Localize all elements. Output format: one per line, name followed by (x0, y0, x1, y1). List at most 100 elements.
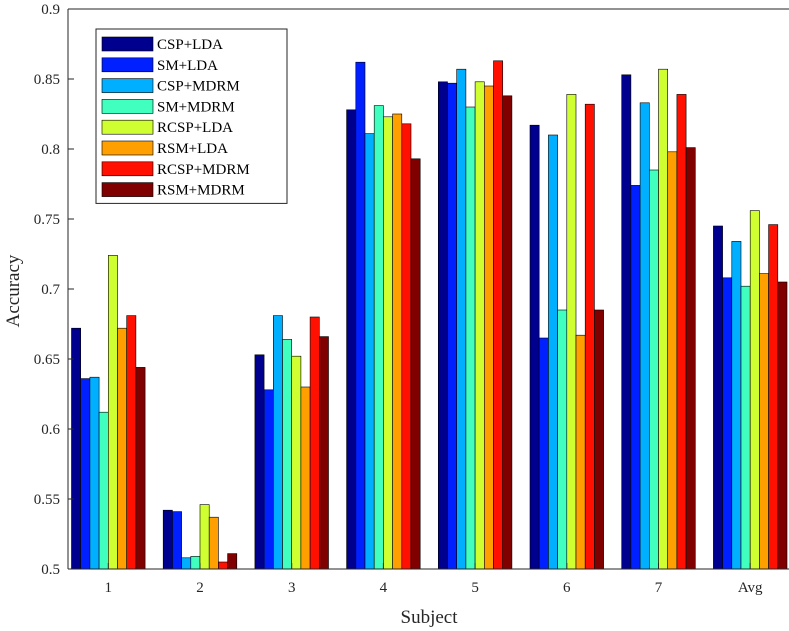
bar-sm-lda-6 (538, 337, 549, 570)
legend-swatch (101, 78, 154, 93)
x-tick-label: 4 (380, 580, 388, 596)
bar-rcsp-lda-4 (383, 116, 393, 570)
bar-csp-mdrm-1 (89, 376, 100, 570)
bar-rsm-lda-1 (117, 327, 127, 570)
x-tick-label: 7 (655, 580, 663, 596)
bar-rcsp-mdrm-6 (584, 103, 595, 570)
legend-swatch (101, 161, 154, 177)
legend-label: CSP+MDRM (157, 79, 240, 95)
y-tick-label: 0.75 (34, 212, 60, 228)
bar-csp-lda-2 (162, 509, 173, 570)
bar-sm-mdrm-3 (282, 339, 292, 570)
bar-sm-lda-2 (172, 511, 182, 570)
bar-sm-lda-1 (80, 378, 91, 570)
bar-csp-lda-4 (346, 109, 357, 570)
legend-swatch (101, 140, 154, 156)
bar-rsm-mdrm-7 (685, 147, 696, 570)
x-tick-label: 2 (196, 580, 204, 596)
bar-rsm-lda-2 (208, 516, 219, 570)
bar-rcsp-lda-5 (474, 81, 485, 570)
legend-label: SM+MDRM (157, 99, 235, 115)
bar-rcsp-lda-7 (658, 68, 668, 570)
y-tick-label: 0.8 (41, 142, 60, 158)
bar-rsm-mdrm-3 (318, 336, 329, 570)
bar-csp-lda-7 (621, 74, 632, 570)
bar-csp-mdrm-4 (364, 133, 375, 570)
bar-sm-mdrm-6 (557, 309, 568, 570)
bar-csp-mdrm-3 (272, 315, 283, 570)
bar-rsm-mdrm-4 (410, 158, 421, 570)
y-tick-label: 0.5 (41, 562, 60, 578)
bar-sm-lda-5 (447, 82, 457, 570)
legend-swatch (101, 119, 154, 135)
bar-csp-mdrm-avg (731, 241, 742, 570)
bar-sm-mdrm-1 (98, 411, 109, 570)
bar-rsm-mdrm-avg (777, 281, 788, 570)
bar-rcsp-mdrm-avg (768, 224, 779, 570)
bar-csp-lda-3 (254, 354, 265, 570)
bar-sm-mdrm-avg (740, 285, 751, 570)
y-tick-label: 0.85 (34, 72, 60, 88)
legend-swatch (101, 99, 154, 114)
bar-rsm-mdrm-6 (594, 309, 604, 570)
bar-sm-lda-7 (630, 185, 641, 570)
bar-rcsp-lda-1 (108, 255, 118, 570)
y-tick-label: 0.7 (41, 282, 60, 298)
bar-rcsp-mdrm-5 (493, 60, 503, 570)
bar-sm-mdrm-7 (648, 169, 659, 570)
bar-rsm-lda-7 (667, 151, 678, 570)
bar-rsm-mdrm-2 (227, 553, 238, 570)
x-tick-label: 5 (471, 580, 479, 596)
bar-rcsp-mdrm-4 (401, 123, 412, 570)
y-axis-title: Accuracy (3, 254, 24, 327)
bar-sm-mdrm-2 (190, 556, 201, 570)
bar-csp-lda-6 (529, 124, 540, 570)
legend-swatch (101, 36, 154, 52)
x-axis-title: Subject (401, 607, 459, 628)
bar-rsm-lda-6 (575, 334, 586, 570)
bar-sm-lda-3 (263, 389, 274, 570)
y-tick-label: 0.55 (34, 492, 60, 508)
bar-rcsp-lda-2 (199, 504, 210, 570)
bar-rcsp-mdrm-2 (218, 561, 228, 570)
bar-rsm-lda-4 (392, 113, 403, 570)
bar-rcsp-lda-3 (291, 355, 302, 570)
ticks-layer: 0.5 0.55 0.6 0.65 0.7 0.75 0.8 0.85 0.9 1 2 3 4 5 6 7 Av… (34, 2, 763, 596)
bar-rcsp-mdrm-7 (676, 94, 687, 570)
bar-csp-mdrm-2 (181, 557, 192, 570)
x-tick-label: 6 (563, 580, 571, 596)
bar-rsm-mdrm-5 (502, 95, 513, 570)
legend-label: RSM+LDA (157, 141, 228, 157)
x-tick-label: 1 (105, 580, 113, 596)
bar-rcsp-lda-avg (749, 210, 760, 570)
legend-label: SM+LDA (157, 58, 218, 74)
legend-label: RCSP+MDRM (157, 162, 250, 178)
legend-label: RCSP+LDA (157, 120, 233, 136)
x-tick-label: Avg (738, 580, 763, 596)
bar-rsm-lda-3 (300, 386, 311, 570)
legend-label: RSM+MDRM (157, 183, 245, 199)
bar-rsm-lda-avg (759, 273, 769, 570)
x-tick-label: 3 (288, 580, 296, 596)
bar-sm-lda-4 (355, 61, 366, 570)
bar-csp-mdrm-7 (639, 102, 650, 570)
bar-rcsp-mdrm-3 (309, 316, 320, 570)
legend-swatch (101, 57, 154, 73)
bar-csp-lda-5 (437, 81, 448, 570)
bar-sm-lda-avg (722, 277, 733, 570)
bar-rsm-lda-5 (483, 85, 494, 570)
bar-rcsp-mdrm-1 (126, 315, 137, 570)
bar-csp-mdrm-6 (548, 134, 558, 570)
bar-rcsp-lda-6 (566, 94, 577, 570)
bar-sm-mdrm-4 (373, 105, 384, 570)
bar-csp-mdrm-5 (456, 68, 467, 570)
y-tick-label: 0.65 (34, 352, 60, 368)
y-tick-label: 0.6 (41, 422, 60, 438)
legend-label: CSP+LDA (157, 37, 223, 53)
legend: CSP+LDA SM+LDA CSP+MDRM SM+MDRM RCSP+LDA RSM+… (95, 28, 288, 204)
bars-layer (71, 60, 788, 570)
legend-swatch (101, 182, 154, 197)
bar-csp-lda-avg (713, 225, 723, 570)
bar-rsm-mdrm-1 (135, 367, 146, 570)
